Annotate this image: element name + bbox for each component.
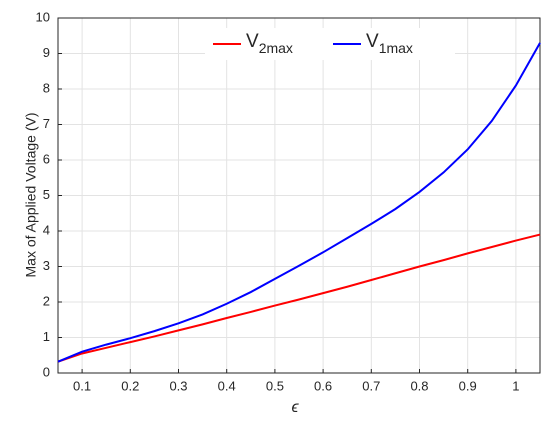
plot-frame — [57, 17, 541, 374]
y-tick-label: 1 — [43, 329, 50, 344]
y-tick-label: 2 — [43, 293, 50, 308]
x-tick-label: 0.1 — [73, 378, 91, 393]
data-line — [57, 233, 541, 363]
y-tick-label: 4 — [43, 222, 50, 237]
x-tick-label: 0.6 — [314, 378, 332, 393]
x-axis-label: ϵ — [291, 399, 299, 416]
x-tick-label: 0.3 — [169, 378, 187, 393]
y-tick-label: 8 — [43, 80, 50, 95]
x-tick-label: 0.7 — [362, 378, 380, 393]
x-tick-label: 0.9 — [459, 378, 477, 393]
y-tick-label: 6 — [43, 151, 50, 166]
legend-label: V2max — [246, 31, 293, 56]
x-tick-label: 0.4 — [218, 378, 236, 393]
x-tick-label: 0.2 — [121, 378, 139, 393]
x-tick-label: 0.5 — [266, 378, 284, 393]
data-line — [57, 42, 541, 363]
y-tick-label: 10 — [36, 9, 50, 24]
legend-label: V1max — [366, 31, 413, 56]
y-axis-label: Max of Applied Voltage (V) — [23, 113, 39, 278]
legend-box — [205, 28, 455, 60]
x-tick-label: 0.8 — [410, 378, 428, 393]
y-tick-label: 9 — [43, 45, 50, 60]
y-tick-label: 5 — [43, 187, 50, 202]
x-tick-label: 1 — [512, 378, 519, 393]
y-tick-label: 3 — [43, 258, 50, 273]
y-tick-label: 7 — [43, 116, 50, 131]
y-tick-label: 0 — [43, 364, 50, 379]
legend: V2max V1max — [205, 28, 455, 60]
